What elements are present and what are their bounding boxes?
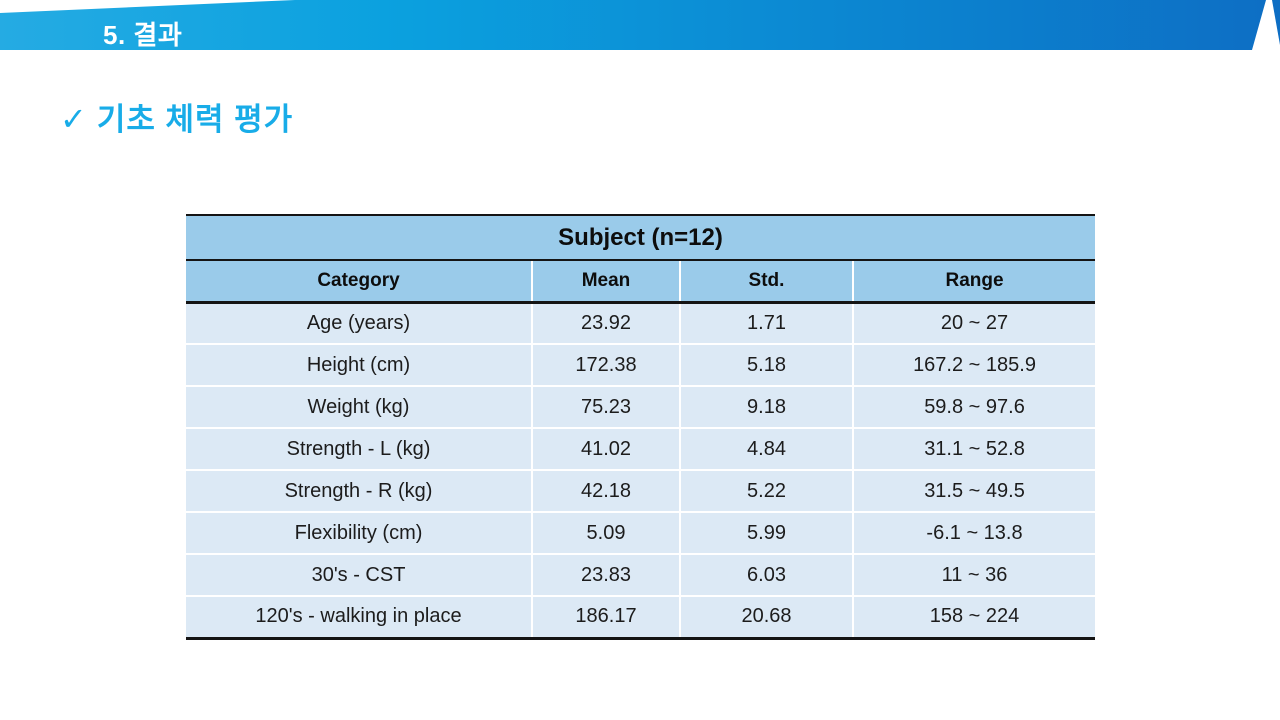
banner-ribbon (0, 0, 1266, 50)
cell-range: 31.1 ~ 52.8 (851, 427, 1096, 470)
col-header-std: Std. (679, 260, 853, 304)
cell-category: 30's - CST (186, 553, 532, 596)
cell-std: 9.18 (679, 385, 853, 428)
table-row: Strength - L (kg) 41.02 4.84 31.1 ~ 52.8 (186, 427, 1096, 470)
cell-mean: 5.09 (531, 511, 680, 554)
table-row: Flexibility (cm) 5.09 5.99 -6.1 ~ 13.8 (186, 511, 1096, 554)
check-icon: ✓ (60, 101, 87, 137)
col-header-category: Category (186, 260, 532, 304)
cell-std: 5.99 (679, 511, 853, 554)
cell-std: 5.22 (679, 469, 853, 512)
col-header-mean: Mean (531, 260, 680, 304)
cell-category: Weight (kg) (186, 385, 532, 428)
cell-category: 120's - walking in place (186, 595, 532, 640)
col-header-range: Range (851, 260, 1096, 304)
cell-mean: 172.38 (531, 343, 680, 386)
cell-range: 167.2 ~ 185.9 (851, 343, 1096, 386)
table-row: Height (cm) 172.38 5.18 167.2 ~ 185.9 (186, 343, 1096, 386)
table-row: Strength - R (kg) 42.18 5.22 31.5 ~ 49.5 (186, 469, 1096, 512)
cell-range: 59.8 ~ 97.6 (851, 385, 1096, 428)
table-row: Age (years) 23.92 1.71 20 ~ 27 (186, 302, 1096, 344)
results-table-container: Subject (n=12) Category Mean Std. Range … (186, 214, 1096, 640)
table-header-row: Category Mean Std. Range (186, 260, 1096, 304)
section-subtitle-label: 기초 체력 평가 (96, 101, 294, 137)
cell-range: 11 ~ 36 (851, 553, 1096, 596)
section-subtitle: ✓ 기초 체력 평가 (60, 103, 293, 135)
cell-mean: 186.17 (531, 595, 680, 640)
cell-range: 20 ~ 27 (851, 302, 1096, 344)
cell-mean: 23.92 (531, 302, 680, 344)
table-row: 30's - CST 23.83 6.03 11 ~ 36 (186, 553, 1096, 596)
cell-range: 31.5 ~ 49.5 (851, 469, 1096, 512)
title-banner: 5. 결과 (0, 0, 1280, 52)
cell-mean: 41.02 (531, 427, 680, 470)
table-title: Subject (n=12) (186, 214, 1096, 261)
results-table: Subject (n=12) Category Mean Std. Range … (186, 214, 1096, 640)
table-title-row: Subject (n=12) (186, 214, 1096, 261)
cell-category: Strength - L (kg) (186, 427, 532, 470)
cell-std: 6.03 (679, 553, 853, 596)
cell-range: -6.1 ~ 13.8 (851, 511, 1096, 554)
cell-category: Age (years) (186, 302, 532, 344)
cell-std: 1.71 (679, 302, 853, 344)
table-row: Weight (kg) 75.23 9.18 59.8 ~ 97.6 (186, 385, 1096, 428)
cell-std: 20.68 (679, 595, 853, 640)
cell-std: 4.84 (679, 427, 853, 470)
cell-mean: 42.18 (531, 469, 680, 512)
cell-range: 158 ~ 224 (851, 595, 1096, 640)
cell-category: Flexibility (cm) (186, 511, 532, 554)
cell-category: Strength - R (kg) (186, 469, 532, 512)
banner-corner-sliver (1272, 0, 1280, 45)
table-row: 120's - walking in place 186.17 20.68 15… (186, 595, 1096, 640)
cell-std: 5.18 (679, 343, 853, 386)
slide-title: 5. 결과 (103, 20, 183, 50)
cell-category: Height (cm) (186, 343, 532, 386)
cell-mean: 23.83 (531, 553, 680, 596)
cell-mean: 75.23 (531, 385, 680, 428)
